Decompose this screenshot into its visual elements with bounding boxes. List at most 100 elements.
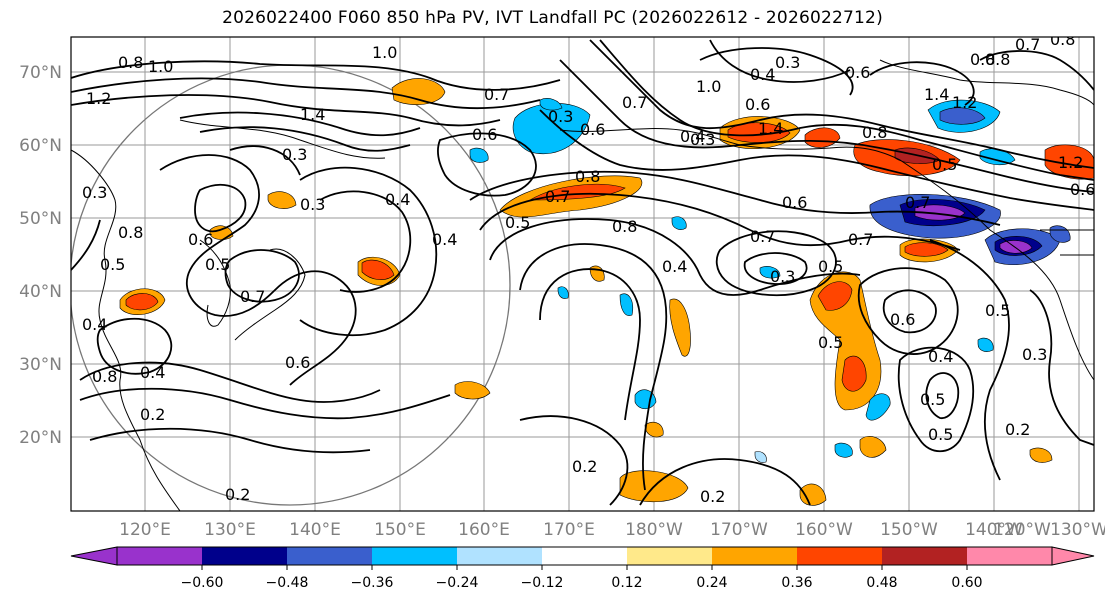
colorbar-segment xyxy=(287,547,372,565)
contour-label: 0.6 xyxy=(845,63,870,82)
lat-label: 60°N xyxy=(19,136,62,156)
contour-label: 0.2 xyxy=(225,485,250,504)
colorbar-tick-label: 0.24 xyxy=(696,575,727,591)
lon-label: 170°W xyxy=(710,520,768,540)
contour-label: 0.7 xyxy=(240,287,265,306)
lon-label: 150°W xyxy=(880,520,938,540)
colorbar-segment xyxy=(372,547,457,565)
colorbar-segment xyxy=(457,547,542,565)
contour-label: 0.3 xyxy=(82,183,107,202)
contour-label: 0.4 xyxy=(680,127,705,146)
lon-label: 150°E xyxy=(374,520,426,540)
contour-label: 0.5 xyxy=(928,425,953,444)
longitude-labels: 120°E 130°E 140°E 150°E 160°E 170°E 180°… xyxy=(119,520,1105,540)
lon-label: 140°W xyxy=(965,520,1023,540)
contour-label: 0.7 xyxy=(905,193,930,212)
contour-label: 0.2 xyxy=(1005,420,1030,439)
contour-label: 0.6 xyxy=(472,125,497,144)
contour-label: 0.5 xyxy=(985,301,1010,320)
colorbar-tick-label: 0.36 xyxy=(781,575,812,591)
lon-label: 140°E xyxy=(289,520,341,540)
coastlines xyxy=(71,59,1094,511)
contour-label: 0.5 xyxy=(818,333,843,352)
contour-label: 1.4 xyxy=(300,105,325,124)
contour-label: 0.6 xyxy=(782,193,807,212)
contour-label: 0.4 xyxy=(82,315,107,334)
lat-label: 20°N xyxy=(19,428,62,448)
contour-label: 0.7 xyxy=(545,187,570,206)
lat-label: 40°N xyxy=(19,282,62,302)
contour-label: 0.6 xyxy=(188,230,213,249)
colorbar-extend-low xyxy=(70,546,118,566)
contour-label: 0.7 xyxy=(1015,35,1040,54)
lon-label: 180°W xyxy=(625,520,683,540)
colorbar-tick-label: −0.36 xyxy=(351,575,394,591)
contour-label: 0.5 xyxy=(205,255,230,274)
colorbar-tick-label: −0.24 xyxy=(436,575,479,591)
pv-contours xyxy=(71,39,1094,506)
colorbar-segment xyxy=(967,547,1052,565)
contour-label: 0.7 xyxy=(484,85,509,104)
contour-labels: 1.0 0.8 1.2 1.4 1.0 0.3 0.4 0.5 0.7 0.6 … xyxy=(82,30,1095,506)
colorbar-tick-label: 0.60 xyxy=(951,575,982,591)
contour-label: 0.3 xyxy=(690,130,715,149)
colorbar-segment xyxy=(627,547,712,565)
contour-label: 0.8 xyxy=(118,223,143,242)
contour-label: 0.8 xyxy=(862,123,887,142)
contour-label: 1.4 xyxy=(924,85,949,104)
colorbar-tick-label: 0.48 xyxy=(866,575,897,591)
contour-label: 0.4 xyxy=(662,257,687,276)
contour-label: 0.8 xyxy=(985,50,1010,69)
contour-label: 0.5 xyxy=(100,255,125,274)
lon-label: 170°E xyxy=(543,520,595,540)
contour-label: 1.0 xyxy=(372,43,397,62)
negative-anomaly-fills xyxy=(469,98,1071,463)
lat-label: 50°N xyxy=(19,209,62,229)
contour-label: 0.3 xyxy=(770,267,795,286)
colorbar-segment xyxy=(882,547,967,565)
colorbar-tick-label: −0.12 xyxy=(521,575,564,591)
colorbar-segment xyxy=(202,547,287,565)
contour-label: 1.4 xyxy=(758,119,783,138)
latitude-labels: 70°N 60°N 50°N 40°N 30°N 20°N xyxy=(19,63,62,448)
contour-label: 0.3 xyxy=(548,107,573,126)
lon-label: 130°W xyxy=(1050,520,1105,540)
contour-label: 1.2 xyxy=(1058,153,1083,172)
map-title: 2026022400 F060 850 hPa PV, IVT Landfall… xyxy=(222,8,883,28)
contour-label: 0.3 xyxy=(282,145,307,164)
map-panel: 1.0 0.8 1.2 1.4 1.0 0.3 0.4 0.5 0.7 0.6 … xyxy=(71,30,1095,511)
contour-label: 0.8 xyxy=(1050,30,1075,49)
lon-label: 160°E xyxy=(458,520,510,540)
contour-label: 0.7 xyxy=(750,227,775,246)
contour-label: 1.2 xyxy=(86,89,111,108)
colorbar: −0.60 −0.48 −0.36 −0.24 −0.12 0.12 0.24 … xyxy=(70,546,1095,591)
contour-label: 0.8 xyxy=(612,217,637,236)
lat-label: 70°N xyxy=(19,63,62,83)
contour-label: 1.0 xyxy=(696,77,721,96)
colorbar-tick-label: 0.12 xyxy=(611,575,642,591)
contour-label: 0.8 xyxy=(118,53,143,72)
contour-label: 0.6 xyxy=(890,310,915,329)
contour-label: 1.2 xyxy=(952,93,977,112)
contour-label: 0.6 xyxy=(285,353,310,372)
contour-label: 0.8 xyxy=(92,367,117,386)
contour-label: 0.2 xyxy=(700,487,725,506)
contour-label: 0.4 xyxy=(140,363,165,382)
contour-label: 0.5 xyxy=(505,213,530,232)
contour-label: 0.7 xyxy=(848,230,873,249)
map-frame xyxy=(70,36,1095,512)
contour-label: 0.8 xyxy=(575,167,600,186)
colorbar-extend-high xyxy=(1051,546,1095,566)
colorbar-segment xyxy=(542,547,627,565)
colorbar-tick-label: −0.60 xyxy=(181,575,224,591)
contour-label: 0.8 xyxy=(970,50,995,69)
lon-label: 120°E xyxy=(119,520,171,540)
colorbar-segment xyxy=(712,547,797,565)
contour-label: 0.4 xyxy=(928,347,953,366)
contour-label: 0.6 xyxy=(1070,180,1095,199)
contour-label: 0.3 xyxy=(775,53,800,72)
colorbar-tick-label: −0.48 xyxy=(266,575,309,591)
contour-label: 0.7 xyxy=(622,93,647,112)
lat-label: 30°N xyxy=(19,355,62,375)
